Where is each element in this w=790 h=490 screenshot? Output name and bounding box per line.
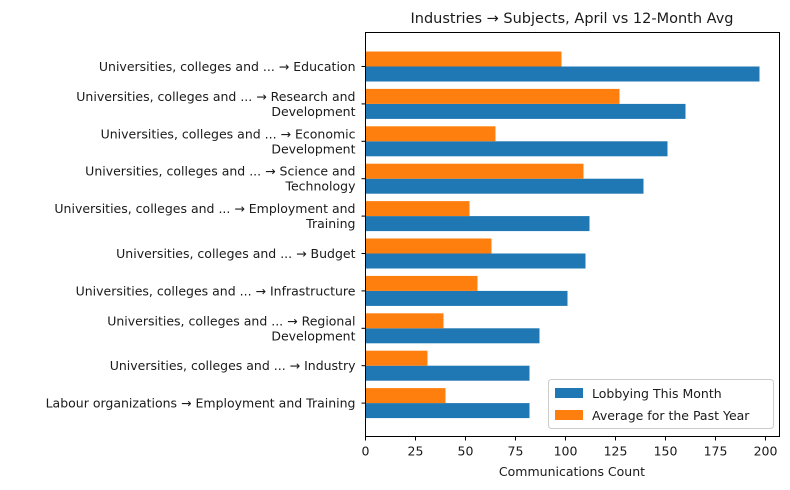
category-label-line: Training [305,216,355,231]
category-label-5: Universities, colleges and ... → Budget [116,246,355,261]
category-label-6: Universities, colleges and ... → Infrast… [76,283,356,298]
category-label-line: Development [271,141,355,156]
bar-average-for-the-past-year-6 [365,275,478,291]
plot-frame [365,32,780,437]
x-axis-title: Communications Count [499,464,645,479]
bar-lobbying-this-month-5 [365,253,586,269]
category-label-line: Development [271,328,355,343]
category-label-line: Universities, colleges and ... → Infrast… [76,283,356,298]
y-axis: Universities, colleges and ... → Educati… [46,59,366,411]
category-label-0: Universities, colleges and ... → Educati… [99,59,356,74]
category-label-9: Labour organizations → Employment and Tr… [46,396,356,411]
category-label-line: Universities, colleges and ... → Employm… [54,201,355,216]
legend-label-average-past-year: Average for the Past Year [592,408,750,423]
bar-lobbying-this-month-1 [365,103,686,119]
bar-average-for-the-past-year-0 [365,51,562,67]
bar-lobbying-this-month-3 [365,178,644,194]
category-label-line: Universities, colleges and ... → Economi… [101,126,356,141]
x-axis: 0 25 50 75 100 125 150 175 200 [362,436,778,459]
category-label-line: Universities, colleges and ... → Industr… [110,358,356,373]
x-tick-label-3: 75 [508,444,524,459]
category-label-2: Universities, colleges and ... → Economi… [101,126,356,156]
bar-average-for-the-past-year-4 [365,201,470,217]
x-tick-label-0: 0 [362,444,370,459]
category-label-line: Development [271,104,355,119]
category-label-line: Universities, colleges and ... → Researc… [76,89,355,104]
bar-lobbying-this-month-7 [365,328,540,344]
category-label-1: Universities, colleges and ... → Researc… [76,89,355,119]
bar-lobbying-this-month-4 [365,216,590,232]
category-label-line: Universities, colleges and ... → Science… [85,164,355,179]
legend-swatch-average-past-year [555,410,583,420]
bar-lobbying-this-month-8 [365,365,530,381]
x-tick-label-1: 25 [408,444,424,459]
legend-box [548,379,774,429]
x-tick-label-4: 100 [554,444,578,459]
bar-average-for-the-past-year-1 [365,88,620,104]
x-tick-label-7: 175 [704,444,728,459]
bar-average-for-the-past-year-7 [365,313,444,329]
legend: Lobbying This Month Average for the Past… [548,379,774,429]
legend-label-lobbying-this-month: Lobbying This Month [592,386,722,401]
category-label-line: Universities, colleges and ... → Educati… [99,59,356,74]
category-label-3: Universities, colleges and ... → Science… [85,164,356,194]
bar-average-for-the-past-year-8 [365,350,428,366]
bar-average-for-the-past-year-3 [365,163,584,179]
bar-average-for-the-past-year-2 [365,126,496,142]
bar-average-for-the-past-year-5 [365,238,492,254]
category-label-line: Universities, colleges and ... → Regiona… [107,313,355,328]
category-label-line: Technology [284,179,356,194]
bar-lobbying-this-month-6 [365,290,568,306]
category-label-8: Universities, colleges and ... → Industr… [110,358,356,373]
category-label-line: Universities, colleges and ... → Budget [116,246,355,261]
bar-lobbying-this-month-9 [365,403,530,419]
category-label-7: Universities, colleges and ... → Regiona… [107,313,355,343]
x-tick-label-2: 50 [458,444,474,459]
bar-lobbying-this-month-0 [365,66,760,82]
bars-group [365,51,760,419]
bar-average-for-the-past-year-9 [365,388,446,404]
x-tick-label-5: 125 [604,444,628,459]
bar-lobbying-this-month-2 [365,141,668,157]
x-tick-label-8: 200 [754,444,778,459]
chart-title: Industries → Subjects, April vs 12-Month… [410,11,733,27]
category-label-4: Universities, colleges and ... → Employm… [54,201,355,231]
category-label-line: Labour organizations → Employment and Tr… [46,396,356,411]
legend-swatch-lobbying-this-month [555,388,583,398]
x-tick-label-6: 150 [654,444,678,459]
